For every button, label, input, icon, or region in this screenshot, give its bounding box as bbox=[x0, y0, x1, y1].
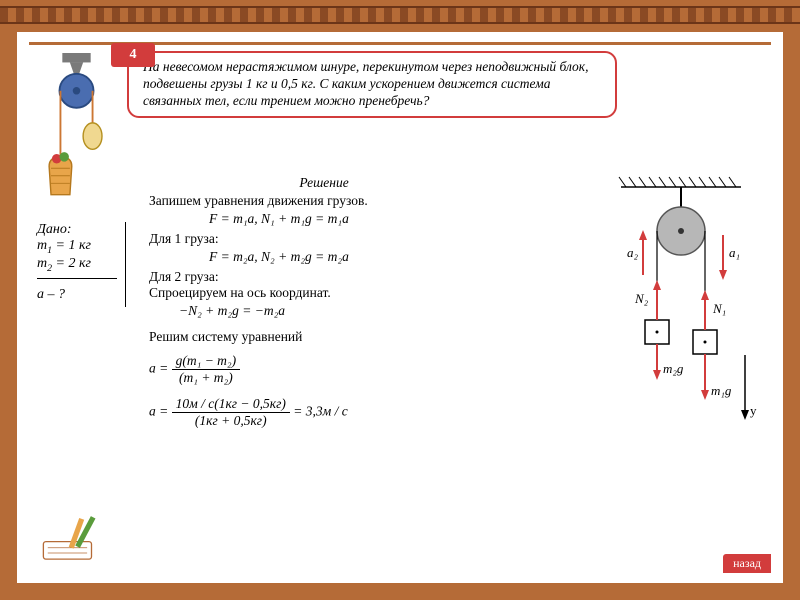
back-button[interactable]: назад bbox=[723, 554, 771, 573]
label-n1: N₁ bbox=[712, 301, 726, 316]
decorative-pulley-icon bbox=[34, 53, 119, 214]
given-m2: m2 = 2 кг bbox=[37, 256, 117, 274]
label-a2: a₂ bbox=[627, 245, 639, 260]
sol-line1: Запишем уравнения движения грузов. bbox=[149, 193, 499, 209]
slide-frame: 4 На невесомом нерастяжимом шнуре, перек… bbox=[0, 0, 800, 600]
label-m1g: m₁g bbox=[711, 383, 732, 398]
sol-line3: Для 2 груза: bbox=[149, 269, 499, 285]
given-block: Дано: m1 = 1 кг m2 = 2 кг a – ? bbox=[35, 220, 130, 309]
solution-block: Решение Запишем уравнения движения грузо… bbox=[149, 175, 499, 429]
label-a1: a₁ bbox=[729, 245, 740, 260]
given-label: Дано: bbox=[37, 222, 117, 238]
frame-pattern bbox=[0, 6, 800, 24]
formula-a2: a = 10м / с(1кг − 0,5кг)(1кг + 0,5кг) = … bbox=[149, 396, 499, 429]
label-y: y bbox=[750, 403, 757, 418]
inner-frame: 4 На невесомом нерастяжимом шнуре, перек… bbox=[15, 30, 785, 585]
notebook-icon bbox=[39, 511, 109, 564]
solution-heading: Решение bbox=[149, 175, 499, 191]
problem-number-badge: 4 bbox=[111, 43, 155, 67]
label-m2g: m₂g bbox=[663, 361, 684, 376]
sol-solve: Решим систему уравнений bbox=[149, 329, 499, 345]
find-value: a – ? bbox=[37, 283, 117, 307]
formula-a1: a = g(m₁ − m₂)(m₁ + m₂) bbox=[149, 353, 499, 386]
sol-project: Спроецируем на ось координат. bbox=[149, 285, 499, 301]
content-area: 4 На невесомом нерастяжимом шнуре, перек… bbox=[29, 42, 771, 573]
eq-proj: −N₂ + m₂g = −m₂a bbox=[179, 303, 499, 319]
problem-text: На невесомом нерастяжимом шнуре, перекин… bbox=[143, 59, 588, 108]
physics-diagram: a₂ a₁ N₂ N₁ m₂g m₁g bbox=[601, 175, 761, 435]
eq-top: F = m₁a, N₁ + m₁g = m₁a bbox=[209, 211, 499, 227]
given-m1: m1 = 1 кг bbox=[37, 238, 117, 256]
sol-line2: Для 1 груза: bbox=[149, 231, 499, 247]
problem-statement: На невесомом нерастяжимом шнуре, перекин… bbox=[127, 51, 617, 118]
eq-mid: F = m₂a, N₂ + m₂g = m₂a bbox=[209, 249, 499, 265]
label-n2: N₂ bbox=[634, 291, 649, 306]
